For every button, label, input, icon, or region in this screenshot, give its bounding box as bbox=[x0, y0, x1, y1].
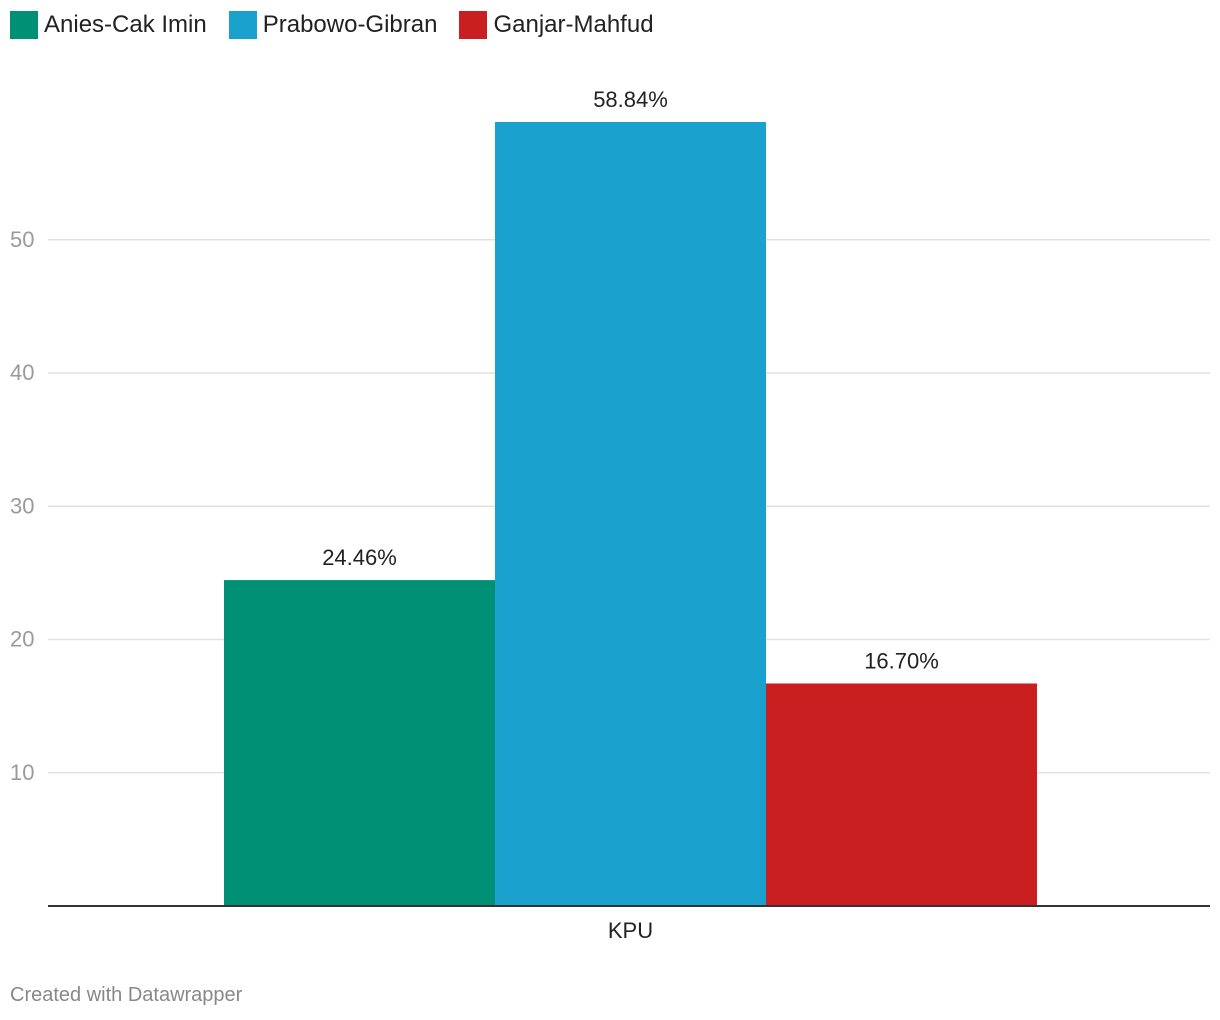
legend-label-anies-cak-imin: Anies-Cak Imin bbox=[44, 11, 207, 38]
bar-anies-cak imin bbox=[224, 580, 495, 906]
data-label-prabowo-gibran: 58.84% bbox=[593, 87, 668, 112]
legend-label-ganjar-mahfud: Ganjar-Mahfud bbox=[493, 11, 654, 38]
data-label-ganjar-mahfud: 16.70% bbox=[864, 648, 939, 673]
y-tick-label-40: 40 bbox=[10, 360, 34, 385]
legend-label-prabowo-gibran: Prabowo-Gibran bbox=[262, 11, 438, 38]
chart-legend: Anies-Cak Imin Prabowo-Gibran Ganjar-Mah… bbox=[10, 10, 654, 40]
legend-item-ganjar-mahfud: Ganjar-Mahfud bbox=[459, 10, 654, 40]
legend-swatch-anies-cak-imin bbox=[10, 11, 38, 39]
bar-chart: 10 20 30 40 50 24.46% 58.84% 16.70% KPU bbox=[10, 87, 1210, 943]
legend-swatch-prabowo-gibran bbox=[228, 11, 257, 39]
data-label-anies-cak imin: 24.46% bbox=[322, 545, 397, 570]
legend-item-anies-cak-imin: Anies-Cak Imin bbox=[10, 10, 207, 40]
y-tick-label-30: 30 bbox=[10, 493, 34, 518]
legend-item-prabowo-gibran: Prabowo-Gibran bbox=[228, 10, 438, 40]
bar-prabowo-gibran bbox=[495, 122, 766, 906]
legend-swatch-ganjar-mahfud bbox=[459, 11, 488, 39]
y-tick-label-20: 20 bbox=[10, 627, 34, 652]
y-tick-label-10: 10 bbox=[10, 760, 34, 785]
bar-ganjar-mahfud bbox=[766, 683, 1037, 906]
x-category-label-kpu: KPU bbox=[608, 918, 653, 943]
footer-credit: Created with Datawrapper bbox=[10, 984, 243, 1006]
y-tick-label-50: 50 bbox=[10, 227, 34, 252]
